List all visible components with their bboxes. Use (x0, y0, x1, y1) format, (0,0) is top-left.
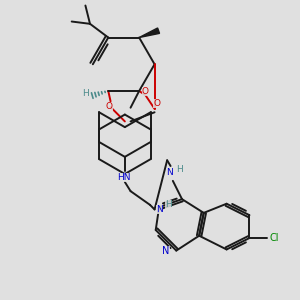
Text: N: N (162, 246, 170, 256)
Text: HN: HN (117, 173, 130, 182)
Text: O: O (142, 87, 149, 96)
Text: H: H (165, 200, 172, 209)
Text: H: H (82, 89, 89, 98)
Text: O: O (106, 103, 113, 112)
Text: Cl: Cl (270, 233, 279, 243)
Text: O: O (153, 99, 161, 108)
Text: N: N (156, 205, 163, 214)
Text: N: N (166, 168, 173, 177)
Text: H: H (176, 165, 183, 174)
Polygon shape (139, 28, 160, 38)
